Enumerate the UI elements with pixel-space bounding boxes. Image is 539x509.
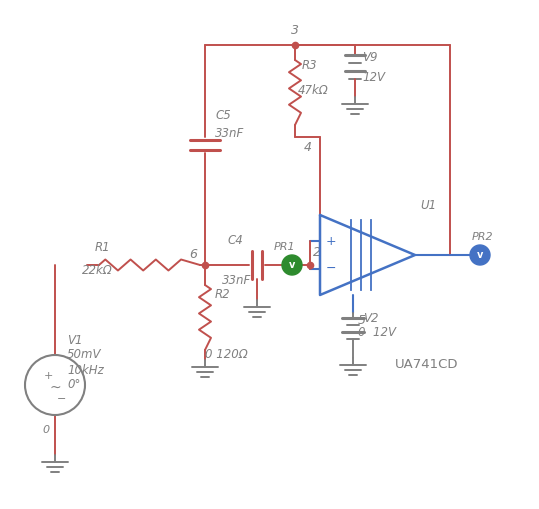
Text: PR2: PR2 — [472, 232, 494, 242]
Text: R1: R1 — [95, 240, 110, 253]
Circle shape — [470, 245, 490, 265]
Text: 22kΩ: 22kΩ — [82, 264, 113, 276]
Text: −: − — [326, 262, 336, 275]
Text: 10kHz: 10kHz — [67, 363, 103, 377]
Text: 0 120Ω: 0 120Ω — [205, 349, 248, 361]
Text: V1: V1 — [67, 333, 82, 347]
Text: UA741CD: UA741CD — [395, 358, 459, 372]
Text: R2: R2 — [215, 289, 231, 301]
Text: ~: ~ — [49, 381, 61, 395]
Circle shape — [282, 255, 302, 275]
Text: v: v — [477, 250, 483, 260]
Text: U1: U1 — [420, 199, 436, 212]
Text: 12V: 12V — [362, 71, 385, 83]
Text: 2: 2 — [313, 245, 321, 259]
Text: 33nF: 33nF — [222, 273, 251, 287]
Text: 3: 3 — [291, 23, 299, 37]
Text: 6: 6 — [189, 248, 197, 262]
Text: R3: R3 — [302, 59, 317, 71]
Text: 0: 0 — [42, 425, 49, 435]
Text: V9: V9 — [362, 50, 377, 64]
Text: C5: C5 — [215, 108, 231, 122]
Text: −: − — [57, 394, 67, 404]
Text: 33nF: 33nF — [215, 127, 244, 139]
Text: +: + — [43, 371, 53, 381]
Text: C4: C4 — [227, 234, 243, 246]
Text: v: v — [289, 260, 295, 270]
Text: 5: 5 — [358, 314, 366, 326]
Text: PR1: PR1 — [274, 242, 295, 252]
Text: 4: 4 — [304, 140, 312, 154]
Text: 0°: 0° — [67, 379, 80, 391]
Text: 0  12V: 0 12V — [358, 326, 396, 340]
Text: 50mV: 50mV — [67, 349, 101, 361]
Text: +: + — [326, 235, 337, 248]
Text: V2: V2 — [363, 312, 379, 325]
Text: 47kΩ: 47kΩ — [298, 83, 329, 97]
